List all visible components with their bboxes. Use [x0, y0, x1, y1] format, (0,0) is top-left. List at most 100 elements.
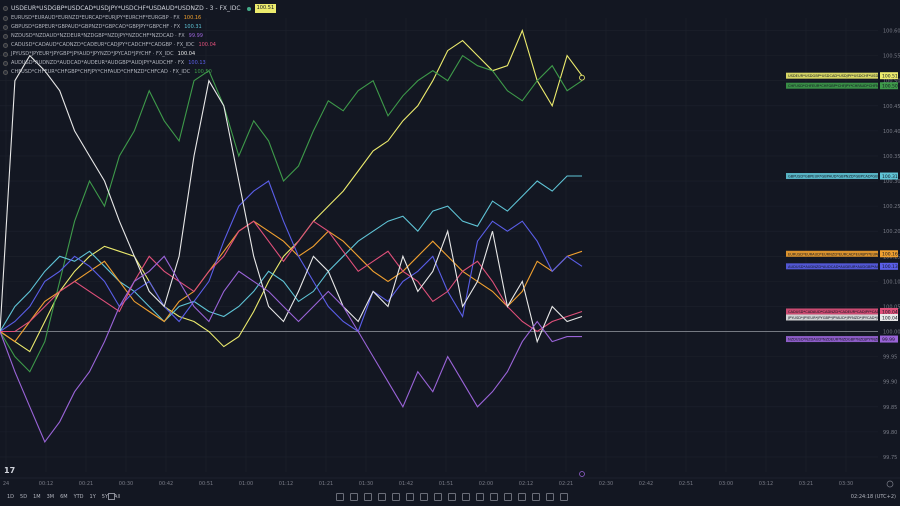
tradingview-logo[interactable]: 17 — [4, 466, 16, 475]
legend-row-label: CHFUSD*CHFEUR*CHFGBP*CHFJPY*CHFAUD*CHFNZ… — [11, 69, 191, 75]
gear-icon[interactable] — [886, 480, 894, 488]
axis-value-badge — [880, 172, 898, 180]
series-line[interactable] — [0, 54, 583, 344]
series-line[interactable] — [0, 255, 582, 443]
axis-label-badge — [786, 250, 878, 257]
legend-row-value: 100.04 — [198, 42, 216, 48]
y-tick-label: 99.95 — [883, 355, 897, 361]
timeframe-button[interactable]: 1M — [33, 494, 41, 500]
path-icon[interactable] — [518, 493, 526, 501]
circle-icon[interactable] — [504, 493, 512, 501]
y-tick-label: 100.15 — [883, 254, 900, 260]
x-tick-label: 03:21 — [799, 481, 813, 487]
time-marker-icon[interactable] — [579, 471, 585, 477]
x-tick-label: 02:12 — [519, 481, 533, 487]
cursor-icon[interactable] — [336, 493, 344, 501]
clock-display[interactable]: 02:24:18 (UTC+2) — [850, 494, 896, 500]
legend-row[interactable]: EURUSD*EURAUD*EURNZD*EURCAD*EURJPY*EURCH… — [3, 14, 276, 23]
legend-row-label: AUDUSD*AUDNZD*AUDCAD*AUDEUR*AUDGBP*AUDJP… — [11, 60, 185, 66]
axis-value-badge — [880, 250, 898, 258]
last-point-marker[interactable] — [579, 74, 585, 81]
marker-icon[interactable] — [546, 493, 554, 501]
axis-value-text: 100.16 — [882, 252, 898, 258]
axis-label-badge — [786, 263, 878, 270]
fib-icon[interactable] — [420, 493, 428, 501]
calendar-icon[interactable] — [108, 493, 115, 500]
axis-label-badge — [786, 173, 878, 180]
timeframe-button[interactable]: 5Y — [101, 494, 109, 500]
symbol-dot-icon — [3, 25, 8, 30]
timeframe-button[interactable]: 3M — [46, 494, 55, 500]
trend-icon[interactable] — [448, 493, 456, 501]
timeframe-button[interactable]: 1Y — [89, 494, 96, 500]
axis-label-badge — [786, 72, 878, 79]
legend-row[interactable]: AUDUSD*AUDNZD*AUDCAD*AUDEUR*AUDGBP*AUDJP… — [3, 59, 276, 68]
y-tick-label: 100.40 — [883, 129, 900, 135]
timeframe-button[interactable]: 6M — [60, 494, 68, 500]
timeframe-button[interactable]: YTD — [73, 494, 84, 500]
y-tick-label: 100.30 — [883, 179, 900, 185]
main-symbol-value: 100.51 — [254, 4, 277, 13]
legend-row[interactable]: GBPUSD*GBPEUR*GBPAUD*GBPNZD*GBPCAD*GBPJP… — [3, 23, 276, 32]
measure-icon[interactable] — [532, 493, 540, 501]
x-tick-label: 00:30 — [119, 481, 133, 487]
timeframe-group: 1D 5D 1M 3M 6M YTD 1Y 5Y All — [4, 494, 123, 500]
legend-row[interactable]: CHFUSD*CHFEUR*CHFGBP*CHFJPY*CHFAUD*CHFNZ… — [3, 68, 276, 77]
axis-value-text: 100.31 — [882, 174, 898, 180]
legend-row[interactable]: NZDUSD*NZDAUD*NZDEUR*NZDGBP*NZDJPY*NZDCH… — [3, 32, 276, 41]
y-tick-label: 99.75 — [883, 455, 897, 461]
visibility-icon[interactable] — [246, 6, 251, 11]
axis-label-badge — [786, 336, 878, 343]
axis-label-badge — [786, 308, 878, 315]
eraser-icon[interactable] — [560, 493, 568, 501]
series-line[interactable] — [0, 54, 583, 373]
axis-value-text: 100.50 — [882, 84, 898, 90]
pen-icon[interactable] — [392, 493, 400, 501]
timeframe-button[interactable]: 5D — [20, 494, 28, 500]
rectangle-icon[interactable] — [364, 493, 372, 501]
symbol-dot-icon — [3, 61, 8, 66]
series-line[interactable] — [0, 28, 583, 353]
crosshair-icon[interactable] — [350, 493, 358, 501]
axis-label-text: JPYUSD*JPYEUR*JPYGBP*JPYAUD*JPYNZD*JPYCA… — [787, 316, 889, 320]
drawing-tools — [336, 493, 568, 501]
legend-row[interactable]: CADUSD*CADAUD*CADNZD*CADEUR*CADJPY*CADCH… — [3, 41, 276, 50]
highlighter-icon[interactable] — [406, 493, 414, 501]
axis-label-text: CADUSD*CADAUD*CADNZD*CADEUR*CADJPY*CADCH… — [788, 310, 900, 314]
x-tick-label: 03:00 — [719, 481, 733, 487]
symbol-dot-icon — [3, 16, 8, 21]
series-line[interactable] — [0, 175, 582, 332]
brush-icon[interactable] — [378, 493, 386, 501]
x-tick-label: 02:21 — [559, 481, 573, 487]
y-tick-label: 100.45 — [883, 104, 900, 110]
legend-row-label: CADUSD*CADAUD*CADNZD*CADEUR*CADJPY*CADCH… — [11, 42, 195, 48]
timeframe-button[interactable]: All — [114, 494, 121, 500]
series-line[interactable] — [0, 220, 583, 343]
bottom-toolbar: 1D 5D 1M 3M 6M YTD 1Y 5Y All 02:24:18 (UTC+2) — [0, 490, 900, 506]
x-tick-label: 01:00 — [239, 481, 253, 487]
series-line[interactable] — [0, 180, 583, 333]
channel-icon[interactable] — [434, 493, 442, 501]
x-tick-label: 03:30 — [839, 481, 853, 487]
arrow-icon[interactable] — [476, 493, 484, 501]
legend-row-value: 100.31 — [184, 24, 202, 30]
x-tick-label: 00:21 — [79, 481, 93, 487]
legend-row-label: GBPUSD*GBPEUR*GBPAUD*GBPNZD*GBPCAD*GBPJP… — [11, 24, 181, 30]
axis-value-badge — [880, 262, 898, 270]
y-tick-label: 100.35 — [883, 154, 900, 160]
line-icon[interactable] — [490, 493, 498, 501]
x-tick-label: 02:42 — [639, 481, 653, 487]
x-tick-label: 01:21 — [319, 481, 333, 487]
timeframe-button[interactable]: 1D — [7, 494, 15, 500]
legend-row-value: 100.50 — [194, 69, 212, 75]
axis-label-text: GBPUSD*GBPEUR*GBPAUD*GBPNZD*GBPCAD*GBPJP… — [788, 175, 900, 179]
symbol-dot-icon — [3, 52, 8, 57]
symbol-dot-icon — [3, 6, 8, 11]
legend-row[interactable]: JPYUSD*JPYEUR*JPYGBP*JPYAUD*JPYNZD*JPYCA… — [3, 50, 276, 59]
legend-row-value: 100.13 — [188, 60, 206, 66]
legend-main-row[interactable]: USDEUR*USDGBP*USDCAD*USDJPY*USDCHF*USDAU… — [3, 3, 277, 14]
axis-label-text: NZDUSD*NZDAUD*NZDEUR*NZDGBP*NZDJPY*NZDCH… — [788, 338, 900, 342]
series-line[interactable] — [0, 220, 583, 333]
text-icon[interactable] — [462, 493, 470, 501]
